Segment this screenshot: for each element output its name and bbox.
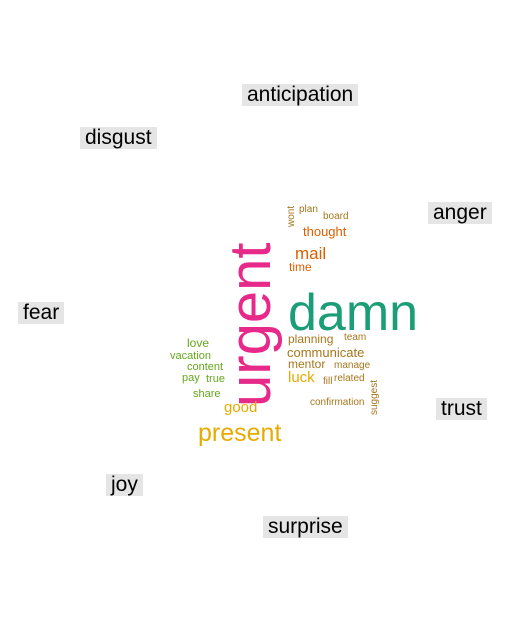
word-content: content xyxy=(187,361,224,373)
word-plan: plan xyxy=(299,204,318,215)
category-label-fear: fear xyxy=(18,302,65,324)
word-luck: luck xyxy=(288,369,315,386)
word-present: present xyxy=(198,419,282,447)
word-time: time xyxy=(289,260,312,274)
category-label-anger: anger xyxy=(428,202,492,224)
word-good: good xyxy=(224,399,258,416)
word-board: board xyxy=(323,211,349,222)
category-label-joy: joy xyxy=(106,474,143,496)
word-damn: damn xyxy=(288,284,419,342)
word-communicate: communicate xyxy=(287,345,365,360)
word-vacation: vacation xyxy=(170,350,211,362)
category-label-disgust: disgust xyxy=(80,127,157,149)
word-mentor: mentor xyxy=(288,357,326,371)
word-love: love xyxy=(187,336,210,350)
category-label-anticipation: anticipation xyxy=(242,84,359,106)
word-true: true xyxy=(206,373,225,385)
word-suggest: suggest xyxy=(369,380,380,416)
word-share: share xyxy=(193,388,221,400)
word-planning: planning xyxy=(288,332,334,346)
category-label-trust: trust xyxy=(436,398,487,420)
word-mail: mail xyxy=(295,244,327,263)
word-urgent: urgent xyxy=(218,242,283,407)
word-pay: pay xyxy=(182,372,200,384)
word-wont: wont xyxy=(286,206,297,228)
category-label-surprise: surprise xyxy=(263,516,348,538)
word-thought: thought xyxy=(303,224,347,239)
word-team: team xyxy=(344,332,367,343)
word-fill: fill xyxy=(323,376,333,387)
word-manage: manage xyxy=(334,360,371,371)
word-related: related xyxy=(334,373,365,384)
word-confirmation: confirmation xyxy=(310,397,365,408)
